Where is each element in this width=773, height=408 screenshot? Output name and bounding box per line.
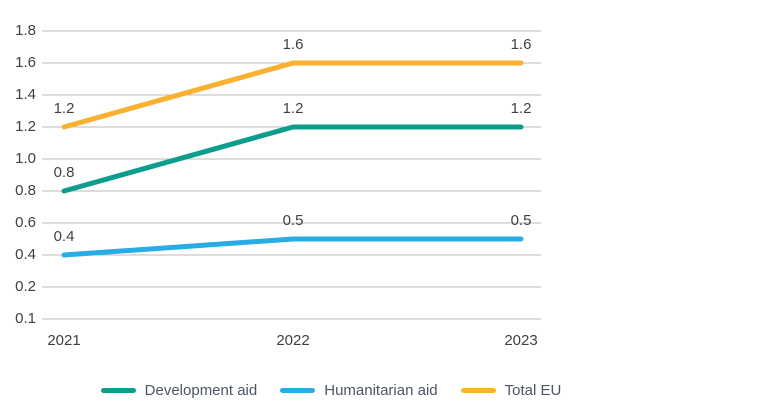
legend-item-development-aid: Development aid	[100, 381, 258, 399]
x-axis-label: 2022	[276, 332, 309, 349]
legend-swatch-humanitarian-aid	[280, 387, 316, 393]
data-label: 1.2	[283, 100, 304, 117]
chart-legend: Development aid Humanitarian aid Total E…	[0, 376, 662, 404]
series-line-humanitarian-aid	[61, 236, 524, 258]
y-axis-tick-label: 0.4	[15, 246, 36, 263]
legend-label-development-aid: Development aid	[144, 381, 258, 399]
y-axis-tick-label: 0.1	[15, 310, 36, 327]
data-label: 1.6	[511, 36, 532, 53]
y-axis-tick-label: 1.4	[15, 86, 36, 103]
legend-label-humanitarian-aid: Humanitarian aid	[324, 381, 438, 399]
data-label: 1.6	[283, 36, 304, 53]
x-axis-label: 2021	[47, 332, 80, 349]
data-label: 0.4	[54, 228, 75, 245]
x-axis-label: 2023	[504, 332, 537, 349]
data-label: 1.2	[54, 100, 75, 117]
y-axis-tick-label: 1.0	[15, 150, 36, 167]
chart-plot-area: 1.8 1.6 1.4 1.2 1.0 0.8 0.6 0.4 0.2 0.1 2021 2022 20…	[15, 22, 541, 349]
legend-label-total-eu: Total EU	[504, 381, 562, 399]
legend-item-total-eu: Total EU	[460, 381, 562, 399]
data-label: 1.2	[511, 100, 532, 117]
y-axis-tick-label: 1.2	[15, 118, 36, 135]
y-axis-tick-label: 1.6	[15, 54, 36, 71]
data-label: 0.5	[511, 212, 532, 229]
y-axis-tick-label: 0.8	[15, 182, 36, 199]
legend-swatch-development-aid	[100, 387, 136, 393]
legend-item-humanitarian-aid: Humanitarian aid	[280, 381, 438, 399]
legend-swatch-total-eu	[460, 387, 496, 393]
series-line-total-eu	[61, 60, 524, 130]
series-line-development-aid	[61, 124, 524, 194]
data-label: 0.8	[54, 164, 75, 181]
data-label: 0.5	[283, 212, 304, 229]
y-axis-tick-label: 0.6	[15, 214, 36, 231]
y-axis-tick-label: 1.8	[15, 22, 36, 39]
y-axis-tick-label: 0.2	[15, 278, 36, 295]
